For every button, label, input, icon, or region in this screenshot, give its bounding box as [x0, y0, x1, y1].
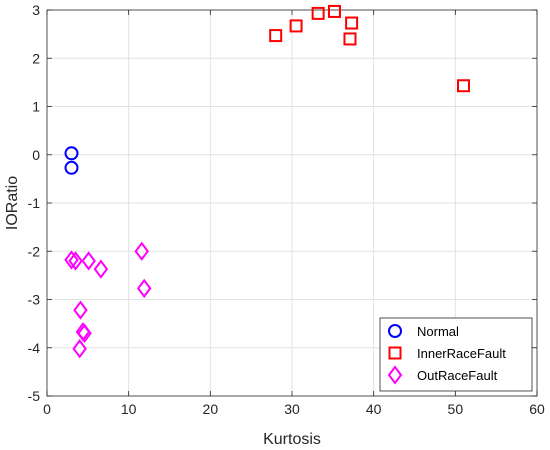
data-point	[81, 251, 96, 271]
x-tick-label: 40	[366, 401, 382, 417]
data-point	[343, 32, 357, 46]
data-points	[64, 4, 470, 359]
data-point	[68, 251, 83, 271]
legend-box	[379, 317, 533, 392]
x-tick-label: 20	[203, 401, 219, 417]
data-point	[64, 160, 79, 175]
legend-label: InnerRaceFault	[417, 346, 506, 361]
data-point	[134, 241, 149, 261]
y-tick-label: 0	[32, 147, 40, 163]
y-tick-label: -4	[28, 340, 41, 356]
series-innerracefault	[269, 4, 470, 93]
data-point	[289, 19, 303, 33]
grid-lines	[47, 10, 537, 396]
x-tick-label: 60	[529, 401, 545, 417]
y-axis-label: IORatio	[4, 176, 21, 230]
series-outracefault	[64, 241, 152, 359]
legend-marker	[387, 365, 403, 385]
x-tick-label: 10	[121, 401, 137, 417]
data-point	[136, 278, 152, 299]
series-normal	[64, 146, 79, 175]
data-point	[345, 16, 359, 30]
x-axis-label: Kurtosis	[263, 431, 321, 448]
y-tick-label: -2	[28, 243, 41, 259]
data-point	[327, 4, 341, 18]
x-tick-label: 30	[284, 401, 300, 417]
data-point	[73, 300, 88, 320]
y-tick-label: -5	[28, 388, 41, 404]
data-point	[77, 323, 92, 343]
data-point	[457, 79, 470, 93]
legend-marker	[388, 324, 402, 338]
legend-label: OutRaceFault	[417, 368, 498, 383]
legend-label: Normal	[417, 324, 459, 339]
plot-border	[46, 9, 538, 397]
y-tick-label: -3	[28, 292, 41, 308]
legend: Normal InnerRaceFault OutRaceFault	[379, 317, 533, 392]
data-point	[93, 259, 109, 279]
data-point	[64, 146, 79, 161]
x-tick-label: 50	[448, 401, 464, 417]
data-point	[311, 6, 325, 20]
data-point	[269, 29, 283, 43]
data-point	[72, 339, 87, 359]
x-tick-label: 0	[43, 401, 51, 417]
y-tick-label: 1	[32, 99, 40, 115]
legend-marker	[388, 346, 402, 360]
data-point	[64, 250, 79, 270]
axis-ticks: 0 10 20 30 40 50 60 -5 -4 -3 -2 -1 0 1 2 3	[28, 2, 545, 417]
y-tick-label: -1	[28, 195, 41, 211]
y-tick-label: 2	[32, 50, 40, 66]
y-tick-label: 3	[32, 2, 40, 18]
